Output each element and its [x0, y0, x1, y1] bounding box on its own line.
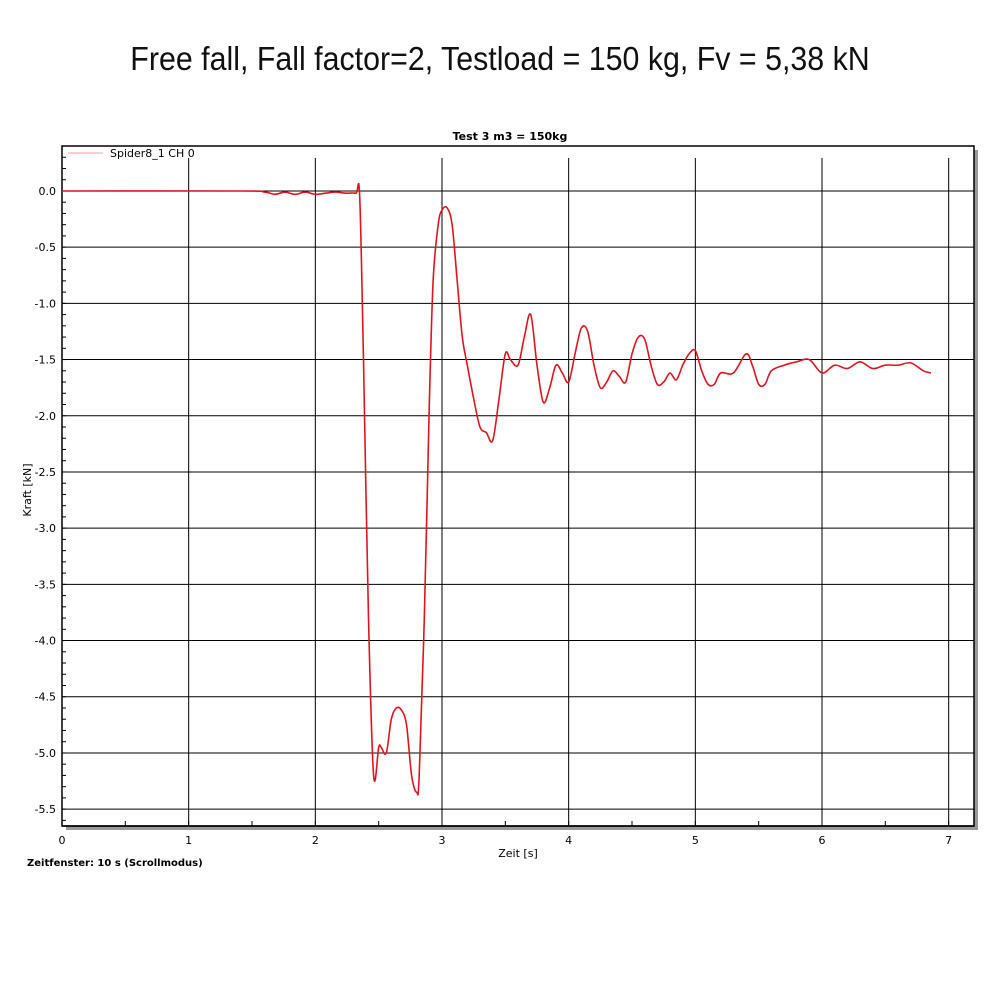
time-window-note: Zeitfenster: 10 s (Scrollmodus) [27, 858, 203, 869]
x-tick-label: 6 [819, 834, 826, 847]
x-axis-label: Zeit [s] [498, 847, 537, 860]
y-axis-label: Kraft [kN] [21, 463, 34, 516]
figure-headline: Free fall, Fall factor=2, Testload = 150… [130, 40, 870, 77]
y-tick-label: -1.0 [35, 297, 56, 310]
legend-label: Spider8_1 CH 0 [110, 147, 195, 160]
x-tick-label: 0 [59, 834, 66, 847]
plot-area [61, 145, 978, 830]
y-tick-label: -4.0 [35, 635, 56, 648]
y-tick-label: -3.5 [35, 578, 56, 591]
legend: Spider8_1 CH 0 [68, 147, 195, 160]
x-tick-label: 7 [945, 834, 952, 847]
x-tick-label: 1 [185, 834, 192, 847]
plot-frame [61, 145, 975, 827]
plot-shadow-right [974, 150, 978, 830]
y-tick-label: -5.5 [35, 803, 56, 816]
axis-ticks: 0.0 -0.5 -1.0 -1.5 -2.0 -2.5 -3.0 -3.5 -4.0 -4.5 -… [35, 156, 974, 847]
grid-lines [61, 158, 974, 826]
y-tick-label: -3.0 [35, 522, 56, 535]
x-tick-label: 3 [439, 834, 446, 847]
y-tick-label: -2.5 [35, 466, 56, 479]
plot-shadow-bottom [66, 826, 978, 830]
chart-title: Test 3 m3 = 150kg [453, 130, 568, 143]
y-tick-label: -1.5 [35, 354, 56, 367]
series-line [61, 182, 932, 796]
x-tick-label: 4 [565, 834, 572, 847]
series-group [61, 182, 932, 796]
y-tick-label: 0.0 [39, 185, 57, 198]
y-tick-label: -0.5 [35, 241, 56, 254]
y-tick-label: -2.0 [35, 410, 56, 423]
x-tick-label: 2 [312, 834, 319, 847]
x-tick-label: 5 [692, 834, 699, 847]
y-tick-label: -5.0 [35, 747, 56, 760]
y-tick-label: -4.5 [35, 691, 56, 704]
